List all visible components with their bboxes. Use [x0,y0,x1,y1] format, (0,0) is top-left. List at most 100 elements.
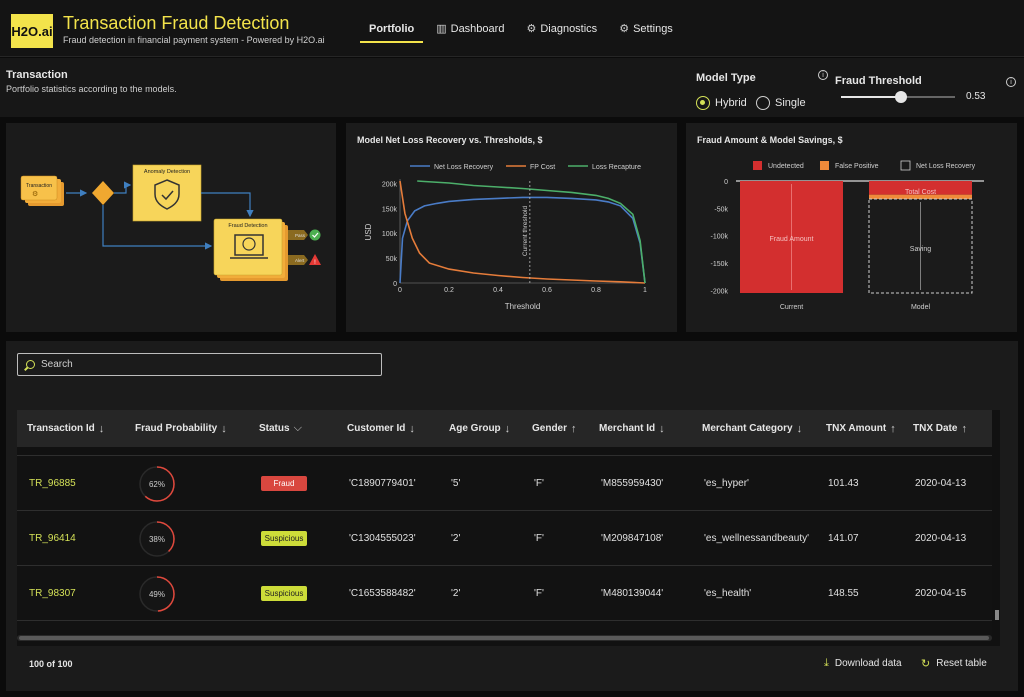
net-loss-recovery-chart: Net Loss Recovery FP Cost Loss Recapture 0 5… [364,164,647,311]
column-header-label: TNX Amount [826,423,887,434]
fraud-amount-annotation: Fraud Amount [770,236,814,243]
sort-arrow-icon[interactable]: ⌵ [293,422,302,434]
legend-swatch [900,160,911,171]
probability-ring: 49% [139,575,175,612]
transaction-id-link[interactable]: TR_96414 [29,533,76,544]
series-line [417,180,646,284]
search-placeholder: Search [41,359,73,370]
series-line [399,180,646,284]
sort-arrow-icon[interactable]: ↓ [659,422,665,435]
column-header-label: TNX Date [913,423,958,434]
net-loss-recovery-card: Model Net Loss Recovery vs. Thresholds, … [346,123,677,332]
column-header[interactable]: Merchant Id ↓ [599,410,665,447]
total-cost-annotation: Total Cost [905,189,936,196]
info-icon[interactable]: i [818,70,828,80]
scrollbar-thumb[interactable] [19,636,989,640]
sort-arrow-icon[interactable]: ↑ [890,422,896,435]
fraud-probability-cell: 62% [137,456,177,511]
table-cell: 'es_hyper' [704,478,749,489]
search-input[interactable]: Search [17,353,382,376]
reset-label: Reset table [936,658,987,669]
column-header[interactable]: Customer Id ↓ [347,410,415,447]
x-tick-label: 0.4 [493,287,503,294]
saving-annotation: Saving [910,246,932,253]
column-header-label: Fraud Probability [135,423,218,434]
fraud-threshold-slider[interactable] [841,91,955,103]
column-header[interactable]: TNX Amount ↑ [826,410,896,447]
tab-diagnostics[interactable]: ⚙ Diagnostics [515,0,608,57]
x-tick-label: 0.2 [444,287,454,294]
status-cell: Suspicious [261,566,307,621]
tab-dashboard[interactable]: ▥ Dashboard [425,0,515,57]
sort-arrow-icon[interactable]: ↓ [796,422,803,435]
alert-label: Alert [295,258,305,263]
legend-label: Loss Recapture [592,164,641,171]
table-header: Transaction Id ↓ Fraud Probability ↓ Status ⌵… [17,410,992,447]
table-cell: '5' [451,478,461,489]
fraud-detection-label: Fraud Detection [228,223,267,229]
slider-thumb[interactable] [895,91,908,103]
flow-diagram: Transaction ⚙ Anomaly Detection Fraud De… [20,164,321,281]
tab-portfolio[interactable]: Portfolio [358,0,425,57]
column-header[interactable]: Merchant Category ↓ [702,410,802,447]
table-cell: 148.55 [828,588,859,599]
probability-label: 49% [149,590,165,599]
column-header[interactable]: Gender ↑ [532,410,577,447]
reset-table-button[interactable]: ↻ Reset table [921,657,987,670]
sort-arrow-icon[interactable]: ↑ [961,422,967,435]
probability-label: 62% [149,480,165,489]
column-header[interactable]: Status ⌵ [259,410,302,447]
vertical-scrollbar[interactable] [995,610,999,620]
transaction-id-link[interactable]: TR_96885 [29,478,76,489]
radio-hybrid[interactable]: Hybrid [696,96,747,110]
legend-label: Undetected [768,163,804,170]
fraud-probability-cell: 38% [137,511,177,566]
column-header-label: Merchant Category [702,423,793,434]
sort-arrow-icon[interactable]: ↓ [98,422,105,435]
probability-ring: 62% [139,465,175,502]
table-cell: 2020-04-13 [915,478,967,489]
slider-fill [841,96,902,98]
sort-arrow-icon[interactable]: ↓ [221,422,227,435]
horizontal-scrollbar[interactable] [17,635,992,641]
legend-swatch [753,161,762,170]
table-cell: 'F' [534,588,544,599]
table-cell: 'F' [534,478,544,489]
bar-model-false-positive [869,194,972,200]
fraud-amount-card: Fraud Amount & Model Savings, $ Undetect… [686,123,1017,332]
table-row[interactable]: TR_96414 38% Suspicious 'C1304555023' '2' 'F'… [17,510,992,565]
download-data-button[interactable]: ⤓ Download data [824,657,902,670]
table-row[interactable]: TR_96885 62% Fraud 'C1890779401' '5' 'F' 'M855… [17,455,992,510]
legend-label: Net Loss Recovery [434,164,494,171]
h2o-logo[interactable]: H2O.ai [11,14,53,48]
y-tick-label: 150k [382,206,398,213]
radio-single[interactable]: Single [756,96,806,110]
search-icon [26,360,35,369]
column-header[interactable]: Transaction Id ↓ [27,410,104,447]
column-header[interactable]: TNX Date ↑ [913,410,967,447]
transaction-id-link[interactable]: TR_98307 [29,588,76,599]
brain-icon [242,237,256,251]
tab-label: Diagnostics [540,22,598,35]
column-header[interactable]: Fraud Probability ↓ [135,410,227,447]
column-header-label: Customer Id [347,423,406,434]
table-cell: 'F' [534,533,544,544]
tab-label: Portfolio [369,22,415,35]
shield-icon [154,179,180,210]
status-cell: Fraud [261,456,307,511]
sort-arrow-icon[interactable]: ↑ [571,422,577,435]
sort-arrow-icon[interactable]: ↓ [504,422,511,435]
status-cell: Suspicious [261,511,307,566]
column-header-label: Gender [532,423,568,434]
info-icon[interactable]: i [1006,77,1016,87]
bar-model-undetected [869,181,972,195]
chart-title: Model Net Loss Recovery vs. Thresholds, … [357,135,543,145]
column-header-label: Status [259,423,290,434]
tab-settings[interactable]: ⚙ Settings [608,0,684,57]
sort-arrow-icon[interactable]: ↓ [409,422,415,435]
table-cell: 'es_health' [704,588,752,599]
x-tick-label: 0.6 [542,287,552,294]
table-row[interactable]: TR_98307 49% Suspicious 'C1653588482' '2' 'F'… [17,565,992,620]
column-header[interactable]: Age Group ↓ [449,410,510,447]
legend-label: Net Loss Recovery [916,163,976,170]
